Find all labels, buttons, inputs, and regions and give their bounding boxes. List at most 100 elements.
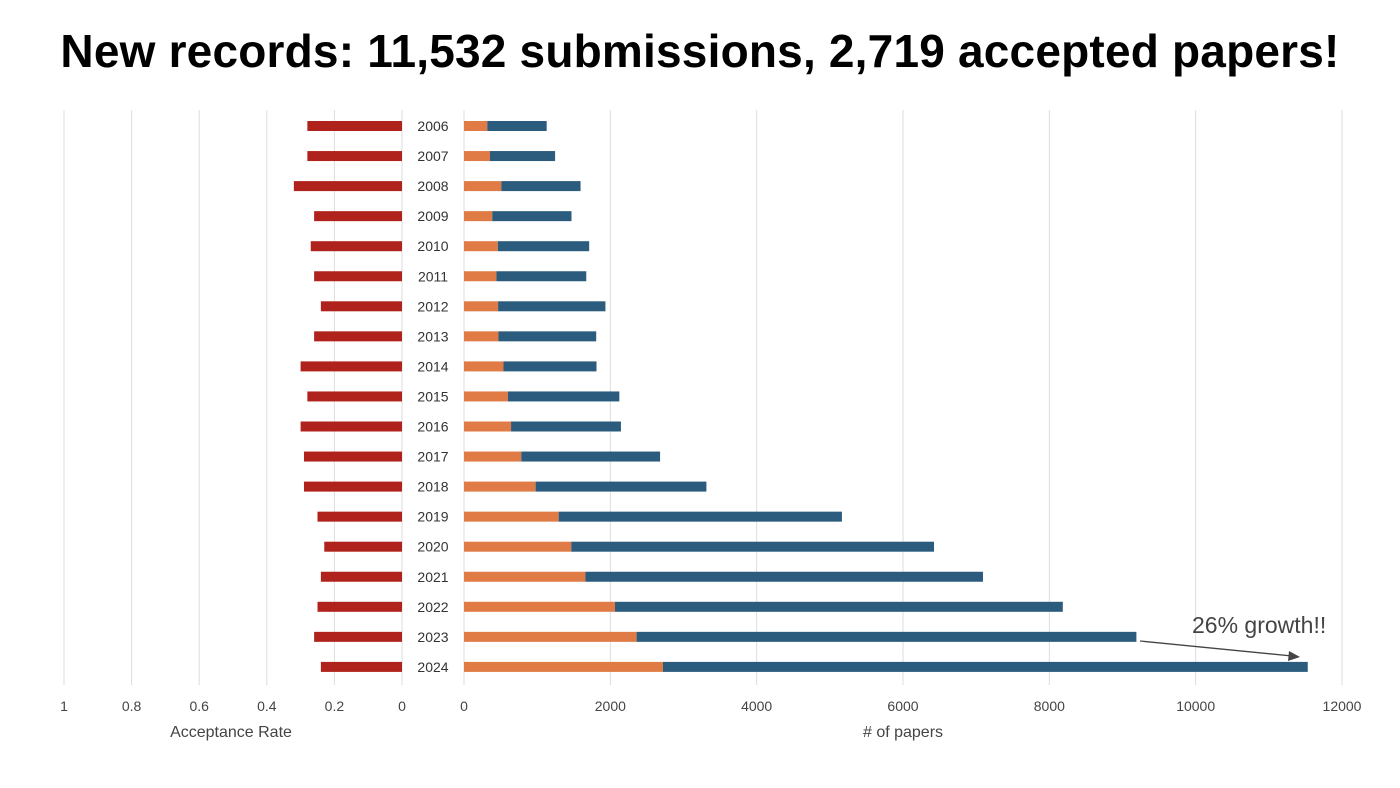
papers-tick-label: 8000 bbox=[1034, 698, 1065, 714]
rejected-papers-bar bbox=[503, 361, 597, 372]
acceptance-rate-bars bbox=[293, 121, 402, 672]
papers-tick-label: 2000 bbox=[595, 698, 626, 714]
year-label: 2022 bbox=[417, 599, 448, 615]
papers-ticks: 0 2000 4000 6000 8000 10000 12000 bbox=[460, 698, 1362, 714]
rejected-papers-bar bbox=[501, 181, 581, 192]
acceptance-rate-bar bbox=[314, 211, 402, 222]
acceptance-rate-bar bbox=[307, 121, 402, 131]
rejected-papers-bar bbox=[492, 211, 572, 222]
acceptance-rate-bar bbox=[314, 271, 402, 282]
papers-axis-title: # of papers bbox=[863, 724, 943, 741]
rejected-papers-bar bbox=[521, 451, 661, 462]
acceptance-rate-bar bbox=[307, 391, 402, 402]
acceptance-rate-tick-label: 0.2 bbox=[325, 698, 345, 714]
accepted-papers-bar bbox=[464, 481, 536, 492]
rejected-papers-bar bbox=[615, 601, 1063, 612]
chart-title: New records: 11,532 submissions, 2,719 a… bbox=[60, 25, 1340, 77]
year-label: 2011 bbox=[418, 268, 448, 284]
rejected-papers-bar bbox=[558, 511, 842, 522]
accepted-papers-bar bbox=[464, 241, 498, 252]
year-label: 2008 bbox=[417, 178, 448, 194]
acceptance-rate-bar bbox=[320, 571, 402, 582]
accepted-papers-bar bbox=[464, 301, 499, 312]
accepted-papers-bar bbox=[464, 121, 488, 131]
acceptance-rate-tick-label: 0.4 bbox=[257, 698, 277, 714]
rejected-papers-bar bbox=[496, 271, 587, 282]
acceptance-rate-bar bbox=[300, 361, 402, 372]
growth-arrow-line bbox=[1139, 640, 1293, 657]
acceptance-rate-bar bbox=[314, 331, 402, 342]
accepted-papers-bar bbox=[464, 631, 637, 642]
accepted-papers-bar bbox=[464, 601, 616, 612]
accepted-papers-bar bbox=[464, 211, 493, 222]
acceptance-rate-bar bbox=[324, 541, 402, 552]
acceptance-rate-bar bbox=[317, 511, 402, 522]
year-label: 2012 bbox=[417, 298, 448, 314]
growth-annotation: 26% growth!! bbox=[1192, 612, 1326, 638]
accepted-papers-bar bbox=[464, 151, 490, 162]
acceptance-rate-bar bbox=[317, 601, 402, 612]
accepted-papers-bar bbox=[464, 181, 502, 192]
year-label: 2009 bbox=[417, 208, 448, 224]
acceptance-rate-bar bbox=[310, 241, 402, 252]
rejected-papers-bar bbox=[498, 301, 606, 312]
year-label: 2021 bbox=[417, 569, 448, 585]
accepted-papers-bar bbox=[464, 391, 508, 402]
accepted-papers-bar bbox=[464, 511, 559, 522]
accepted-papers-bar bbox=[464, 361, 504, 372]
year-labels: 2006 2007 2008 2009 2010 2011 2012 2013 2014 2015… bbox=[417, 118, 448, 675]
year-label: 2007 bbox=[417, 148, 448, 164]
year-label: 2016 bbox=[417, 419, 448, 435]
rejected-papers-bar bbox=[497, 241, 590, 252]
year-label: 2015 bbox=[417, 388, 448, 404]
accepted-papers-bar bbox=[464, 571, 586, 582]
year-label: 2017 bbox=[417, 449, 448, 465]
acceptance-rate-bar bbox=[307, 151, 402, 162]
year-label: 2014 bbox=[417, 358, 448, 374]
accepted-papers-bar bbox=[464, 421, 512, 432]
rejected-papers-bar bbox=[662, 661, 1308, 672]
rejected-papers-bar bbox=[636, 631, 1137, 642]
acceptance-rate-bar bbox=[320, 661, 402, 672]
rejected-papers-bar bbox=[535, 481, 707, 492]
acceptance-rate-tick-label: 0 bbox=[398, 698, 406, 714]
year-label: 2006 bbox=[417, 118, 448, 134]
rejected-papers-bar bbox=[511, 421, 621, 432]
acceptance-rate-ticks: 1 0.8 0.6 0.4 0.2 0 bbox=[60, 698, 406, 714]
accepted-papers-bar bbox=[464, 451, 522, 462]
acceptance-rate-axis-title: Acceptance Rate bbox=[170, 724, 292, 741]
acceptance-rate-bar bbox=[303, 481, 402, 492]
acceptance-rate-bar bbox=[293, 181, 402, 192]
papers-bars bbox=[464, 121, 1308, 672]
rejected-papers-bar bbox=[489, 151, 556, 162]
accepted-papers-bar bbox=[464, 331, 499, 342]
rejected-papers-bar bbox=[585, 571, 983, 582]
rejected-papers-bar bbox=[498, 331, 597, 342]
acceptance-rate-bar bbox=[320, 301, 402, 312]
accepted-papers-bar bbox=[464, 661, 663, 672]
acceptance-rate-bar bbox=[303, 451, 402, 462]
year-label: 2018 bbox=[417, 479, 448, 495]
year-label: 2019 bbox=[417, 509, 448, 525]
year-label: 2020 bbox=[417, 539, 448, 555]
year-label: 2013 bbox=[417, 328, 448, 344]
accepted-papers-bar bbox=[464, 271, 497, 282]
papers-tick-label: 0 bbox=[460, 698, 468, 714]
acceptance-rate-tick-label: 1 bbox=[60, 698, 68, 714]
growth-arrow-head bbox=[1288, 651, 1300, 661]
papers-tick-label: 12000 bbox=[1323, 698, 1362, 714]
rejected-papers-bar bbox=[571, 541, 935, 552]
accepted-papers-bar bbox=[464, 541, 572, 552]
year-label: 2023 bbox=[417, 629, 448, 645]
papers-tick-label: 4000 bbox=[741, 698, 772, 714]
acceptance-rate-tick-label: 0.6 bbox=[189, 698, 209, 714]
year-label: 2024 bbox=[417, 659, 448, 675]
papers-tick-label: 10000 bbox=[1176, 698, 1215, 714]
papers-tick-label: 6000 bbox=[887, 698, 918, 714]
rejected-papers-bar bbox=[507, 391, 620, 402]
acceptance-rate-bar bbox=[314, 631, 402, 642]
rejected-papers-bar bbox=[487, 121, 547, 131]
year-label: 2010 bbox=[417, 238, 448, 254]
acceptance-rate-tick-label: 0.8 bbox=[122, 698, 142, 714]
